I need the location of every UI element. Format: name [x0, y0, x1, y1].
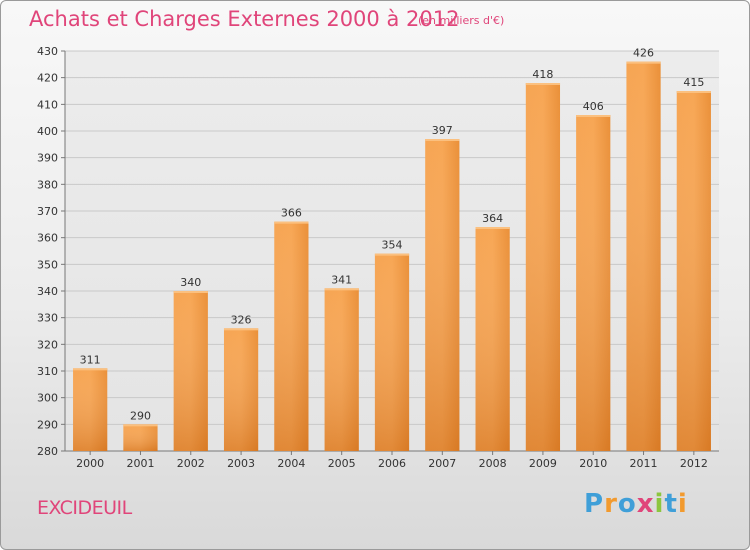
x-tick-label: 2009 [529, 457, 557, 470]
y-tick-label: 320 [37, 338, 58, 351]
x-tick-label: 2003 [227, 457, 255, 470]
bar-shade [274, 221, 309, 451]
x-tick-label: 2000 [76, 457, 104, 470]
data-label: 290 [130, 409, 151, 422]
bar-top-highlight [324, 288, 359, 291]
x-tick-label: 2006 [378, 457, 406, 470]
bar-shade [676, 91, 711, 451]
data-label: 406 [583, 100, 604, 113]
bar-top-highlight [676, 91, 711, 93]
data-label: 311 [80, 353, 101, 366]
chart-title: Achats et Charges Externes 2000 à 2012 [29, 7, 460, 31]
y-tick-label: 310 [37, 365, 58, 378]
y-tick-label: 340 [37, 285, 58, 298]
x-tick-label: 2002 [177, 457, 205, 470]
bar-top-highlight [576, 115, 611, 117]
y-tick-label: 350 [37, 258, 58, 271]
logo-letter: P [584, 489, 605, 519]
bar-shade [324, 288, 359, 451]
y-tick-label: 380 [37, 178, 58, 191]
data-label: 418 [532, 68, 553, 81]
bar-top-highlight [425, 139, 460, 141]
x-tick-label: 2012 [680, 457, 708, 470]
bar-top-highlight [274, 221, 309, 224]
x-tick-label: 2005 [328, 457, 356, 470]
bar-top-highlight [475, 227, 510, 229]
x-tick-label: 2008 [479, 457, 507, 470]
bar-shade [576, 115, 611, 451]
logo-letter: o [617, 489, 637, 519]
y-tick-label: 370 [37, 205, 58, 218]
x-tick-label: 2007 [428, 457, 456, 470]
bar-top-highlight [223, 328, 259, 331]
bar-top-highlight [525, 83, 561, 85]
y-tick-label: 420 [37, 72, 58, 85]
data-label: 364 [482, 212, 503, 225]
y-tick-label: 400 [37, 125, 58, 138]
logo-letter: i [677, 489, 688, 519]
bar-shade [374, 253, 410, 451]
chart-subtitle: (en milliers d'€) [418, 14, 505, 27]
bar-shade [425, 139, 460, 451]
y-tick-label: 300 [37, 392, 58, 405]
bar-shade [73, 368, 108, 451]
bar-top-highlight [374, 253, 410, 256]
y-tick-label: 390 [37, 152, 58, 165]
bar-shade [475, 227, 510, 451]
y-tick-label: 290 [37, 418, 58, 431]
data-label: 426 [633, 47, 654, 60]
data-label: 354 [382, 239, 403, 252]
x-tick-label: 2010 [579, 457, 607, 470]
bar-shade [173, 291, 208, 451]
bar-top-highlight [626, 61, 661, 64]
data-label: 415 [683, 76, 704, 89]
y-tick-label: 430 [37, 45, 58, 58]
data-label: 341 [331, 273, 352, 286]
data-label: 397 [432, 124, 453, 137]
bar-shade [525, 83, 561, 451]
data-label: 366 [281, 207, 302, 220]
y-tick-label: 280 [37, 445, 58, 458]
bar-top-highlight [173, 291, 208, 293]
x-tick-label: 2001 [126, 457, 154, 470]
y-tick-label: 410 [37, 98, 58, 111]
bar-top-highlight [123, 424, 158, 427]
data-label: 326 [231, 313, 252, 326]
bar-shade [626, 61, 661, 452]
logo-letter: t [664, 489, 678, 519]
municipality-name: EXCIDEUIL [37, 497, 132, 519]
x-tick-label: 2011 [630, 457, 658, 470]
logo-letter: x [636, 489, 655, 519]
x-tick-label: 2004 [277, 457, 305, 470]
y-tick-label: 330 [37, 312, 58, 325]
bar-shade [123, 424, 158, 451]
bar-shade [223, 328, 259, 451]
bar-top-highlight [73, 368, 108, 371]
logo-letter: r [604, 489, 618, 519]
proxiti-logo: Proxiti [584, 489, 688, 519]
y-tick-label: 360 [37, 232, 58, 245]
data-label: 340 [180, 276, 201, 289]
logo-letter: i [654, 489, 665, 519]
